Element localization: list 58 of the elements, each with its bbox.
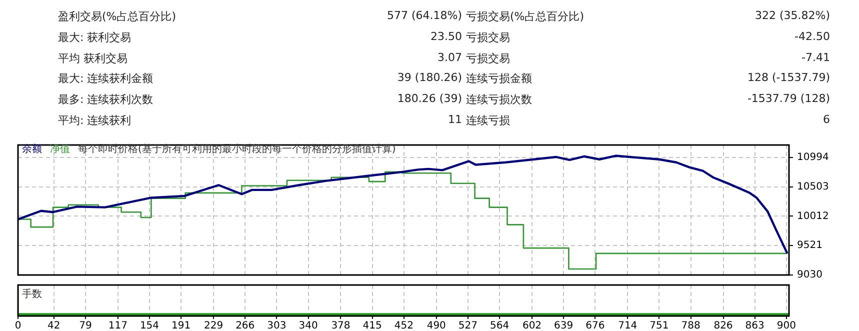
text: 连续亏损	[466, 112, 510, 128]
text: 盈利交易(%占总百分比)	[58, 9, 176, 24]
text: 余额	[22, 144, 42, 155]
text: 180.26 (39)	[397, 92, 462, 106]
x-tick-label: 191	[172, 320, 191, 331]
text: 23.50	[430, 30, 462, 43]
text: 连续亏损金额	[466, 71, 532, 86]
x-tick-label: 229	[204, 320, 224, 331]
x-tick-label: 602	[522, 320, 542, 331]
x-tick-label: 900	[776, 320, 796, 331]
text: 3.07	[438, 50, 462, 64]
text: 净值	[50, 144, 70, 155]
text: 最多: 连续获利次数	[58, 92, 154, 108]
text: 亏损交易	[466, 50, 510, 66]
x-tick-label: 751	[650, 320, 669, 331]
chart-title: 手数	[22, 289, 42, 300]
x-tick-label: 79	[79, 320, 92, 331]
y-tick-label: 10503	[797, 181, 829, 192]
x-tick-label: 564	[490, 320, 510, 331]
text: -7.41	[802, 50, 830, 64]
text: 亏损交易(%占总百分比)	[466, 9, 584, 24]
x-tick-label: 490	[426, 320, 446, 331]
text: 平均: 连续获利	[58, 112, 132, 128]
x-tick-label: 639	[554, 320, 574, 331]
chart-title: 每个即时价格(基于所有可利用的最小时段的每一个价格的分形插值计算)	[78, 144, 396, 155]
text: 亏损交易	[466, 30, 510, 45]
y-tick-label: 10012	[797, 210, 829, 222]
y-tick-label: 9521	[797, 240, 822, 252]
x-tick-label: 154	[140, 320, 160, 331]
y-tick-label: 10994	[797, 152, 829, 163]
x-tick-label: 788	[681, 320, 700, 331]
text: 6	[823, 112, 830, 126]
text: 平均 获利交易	[58, 50, 128, 66]
x-tick-label: 527	[458, 320, 478, 331]
text: 577 (64.18%)	[386, 9, 462, 22]
x-tick-label: 826	[714, 320, 733, 331]
x-tick-label: 0	[14, 320, 22, 331]
text: 11	[448, 112, 462, 126]
text: 322 (35.82%)	[754, 9, 830, 22]
text: -1537.79 (128)	[747, 92, 830, 106]
x-tick-label: 117	[108, 320, 128, 331]
x-tick-label: 42	[47, 320, 60, 331]
x-tick-label: 714	[618, 320, 638, 331]
text: -42.50	[794, 30, 830, 43]
text: 39 (180.26)	[397, 71, 462, 84]
text: 最大: 连续获利金额	[58, 71, 154, 86]
x-tick-label: 266	[236, 320, 255, 331]
text: 连续亏损次数	[466, 92, 532, 108]
x-tick-label: 676	[586, 320, 605, 331]
y-tick-label: 9030	[797, 270, 822, 281]
x-tick-label: 378	[331, 320, 350, 331]
text: 128 (-1537.79)	[747, 71, 830, 84]
x-tick-label: 452	[394, 320, 414, 331]
x-tick-label: 303	[267, 320, 286, 331]
x-tick-label: 340	[298, 320, 318, 331]
x-tick-label: 415	[362, 320, 382, 331]
x-tick-label: 863	[745, 320, 764, 331]
text: 最大: 获利交易	[58, 30, 132, 45]
